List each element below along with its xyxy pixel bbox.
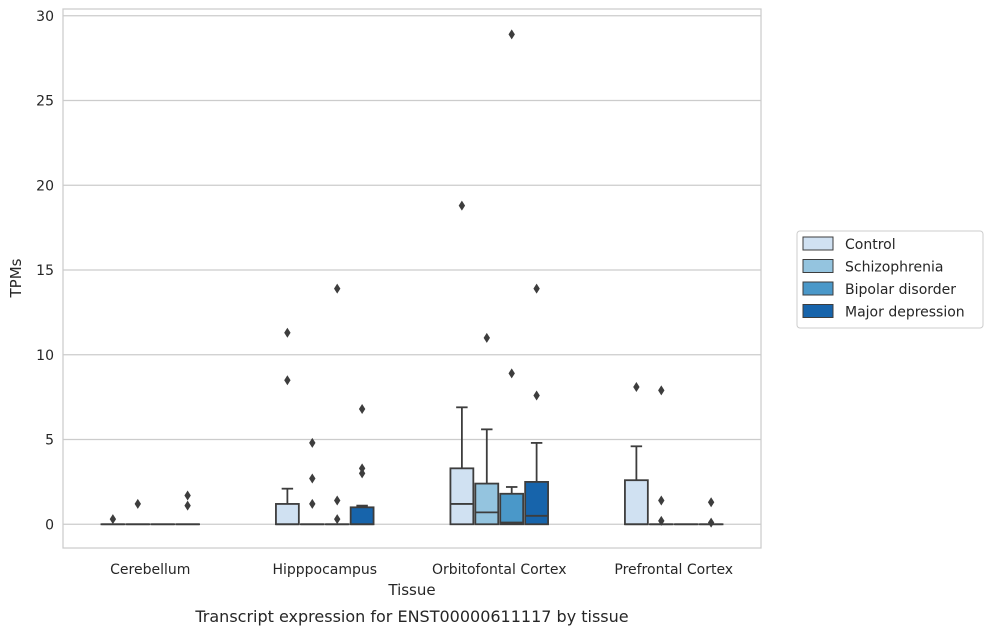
y-tick-label: 20 [36, 178, 54, 194]
box-body [349, 506, 375, 526]
box-schizophrenia [474, 428, 500, 526]
outlier-point [533, 390, 540, 401]
outlier-point [707, 517, 715, 528]
outlier-point [309, 498, 316, 509]
outlier-point [184, 490, 191, 501]
outlier-point [508, 368, 515, 379]
outlier-point [334, 514, 341, 525]
box-body [524, 480, 549, 526]
legend-swatch [802, 259, 834, 273]
box-control [449, 406, 475, 526]
box-body [624, 479, 649, 526]
outlier-point [358, 463, 366, 474]
outlier-point [309, 437, 316, 448]
y-tick-label: 10 [36, 348, 54, 364]
box-control [624, 445, 649, 526]
outlier-point [633, 381, 640, 392]
y-tick-label: 30 [36, 9, 54, 25]
outlier-point [134, 498, 141, 509]
legend: Control Schizophrenia Bipolar disorder Majo… [796, 230, 984, 329]
outlier-point [309, 473, 316, 484]
outlier-point [284, 375, 291, 386]
x-tick-label: Prefrontal Cortex [614, 562, 733, 578]
outlier-point [508, 29, 515, 40]
outliers [109, 29, 715, 528]
outlier-point [533, 283, 540, 294]
legend-entry-label: Bipolar disorder [845, 282, 956, 298]
legend-swatch [802, 281, 834, 296]
legend-swatch [802, 304, 834, 318]
outlier-point [658, 385, 665, 396]
boxes [100, 406, 724, 526]
y-tick-label: 5 [45, 433, 54, 449]
x-tick-label: Hipppocampus [272, 562, 377, 578]
gridlines [63, 15, 761, 525]
outlier-point [483, 332, 490, 343]
outlier-point [334, 283, 341, 294]
legend-entry-label: Schizophrenia [845, 260, 943, 276]
outlier-point [358, 468, 366, 479]
legend-entry-label: Major depression [845, 305, 965, 321]
plot-area-frame [62, 8, 762, 549]
outlier-point [184, 500, 191, 511]
outlier-point [707, 497, 715, 508]
box-body [275, 503, 300, 526]
x-tick-label: Orbitofontal Cortex [432, 562, 567, 578]
box-major-depression [524, 442, 549, 526]
y-tick-label: 25 [36, 94, 54, 110]
y-axis-ticks: 0 5 10 15 20 25 30 [36, 9, 54, 533]
box-major-depression [349, 504, 375, 526]
box-bipolar-disorder [499, 486, 525, 526]
outlier-point [109, 514, 117, 525]
y-tick-label: 15 [36, 263, 54, 279]
outlier-point [358, 404, 366, 415]
outlier-point [334, 495, 341, 506]
chart-title: Transcript expression for ENST0000061111… [194, 607, 628, 626]
outlier-point [284, 327, 291, 338]
x-tick-label: Cerebellum [110, 562, 190, 578]
box-body [474, 482, 500, 526]
y-axis-label: TPMs [7, 258, 25, 298]
y-tick-label: 0 [45, 517, 54, 533]
x-axis-ticks: Cerebellum Hipppocampus Orbitofontal Corte… [110, 562, 733, 578]
legend-frame [796, 230, 984, 329]
box-body [449, 467, 475, 526]
outlier-point [458, 200, 466, 211]
x-axis-label: Tissue [387, 581, 435, 599]
outlier-point [658, 495, 665, 506]
legend-swatch [802, 236, 834, 251]
box-control [275, 487, 300, 526]
box-body [499, 492, 525, 526]
outlier-point [658, 515, 665, 526]
legend-entry-label: Control [845, 237, 896, 253]
